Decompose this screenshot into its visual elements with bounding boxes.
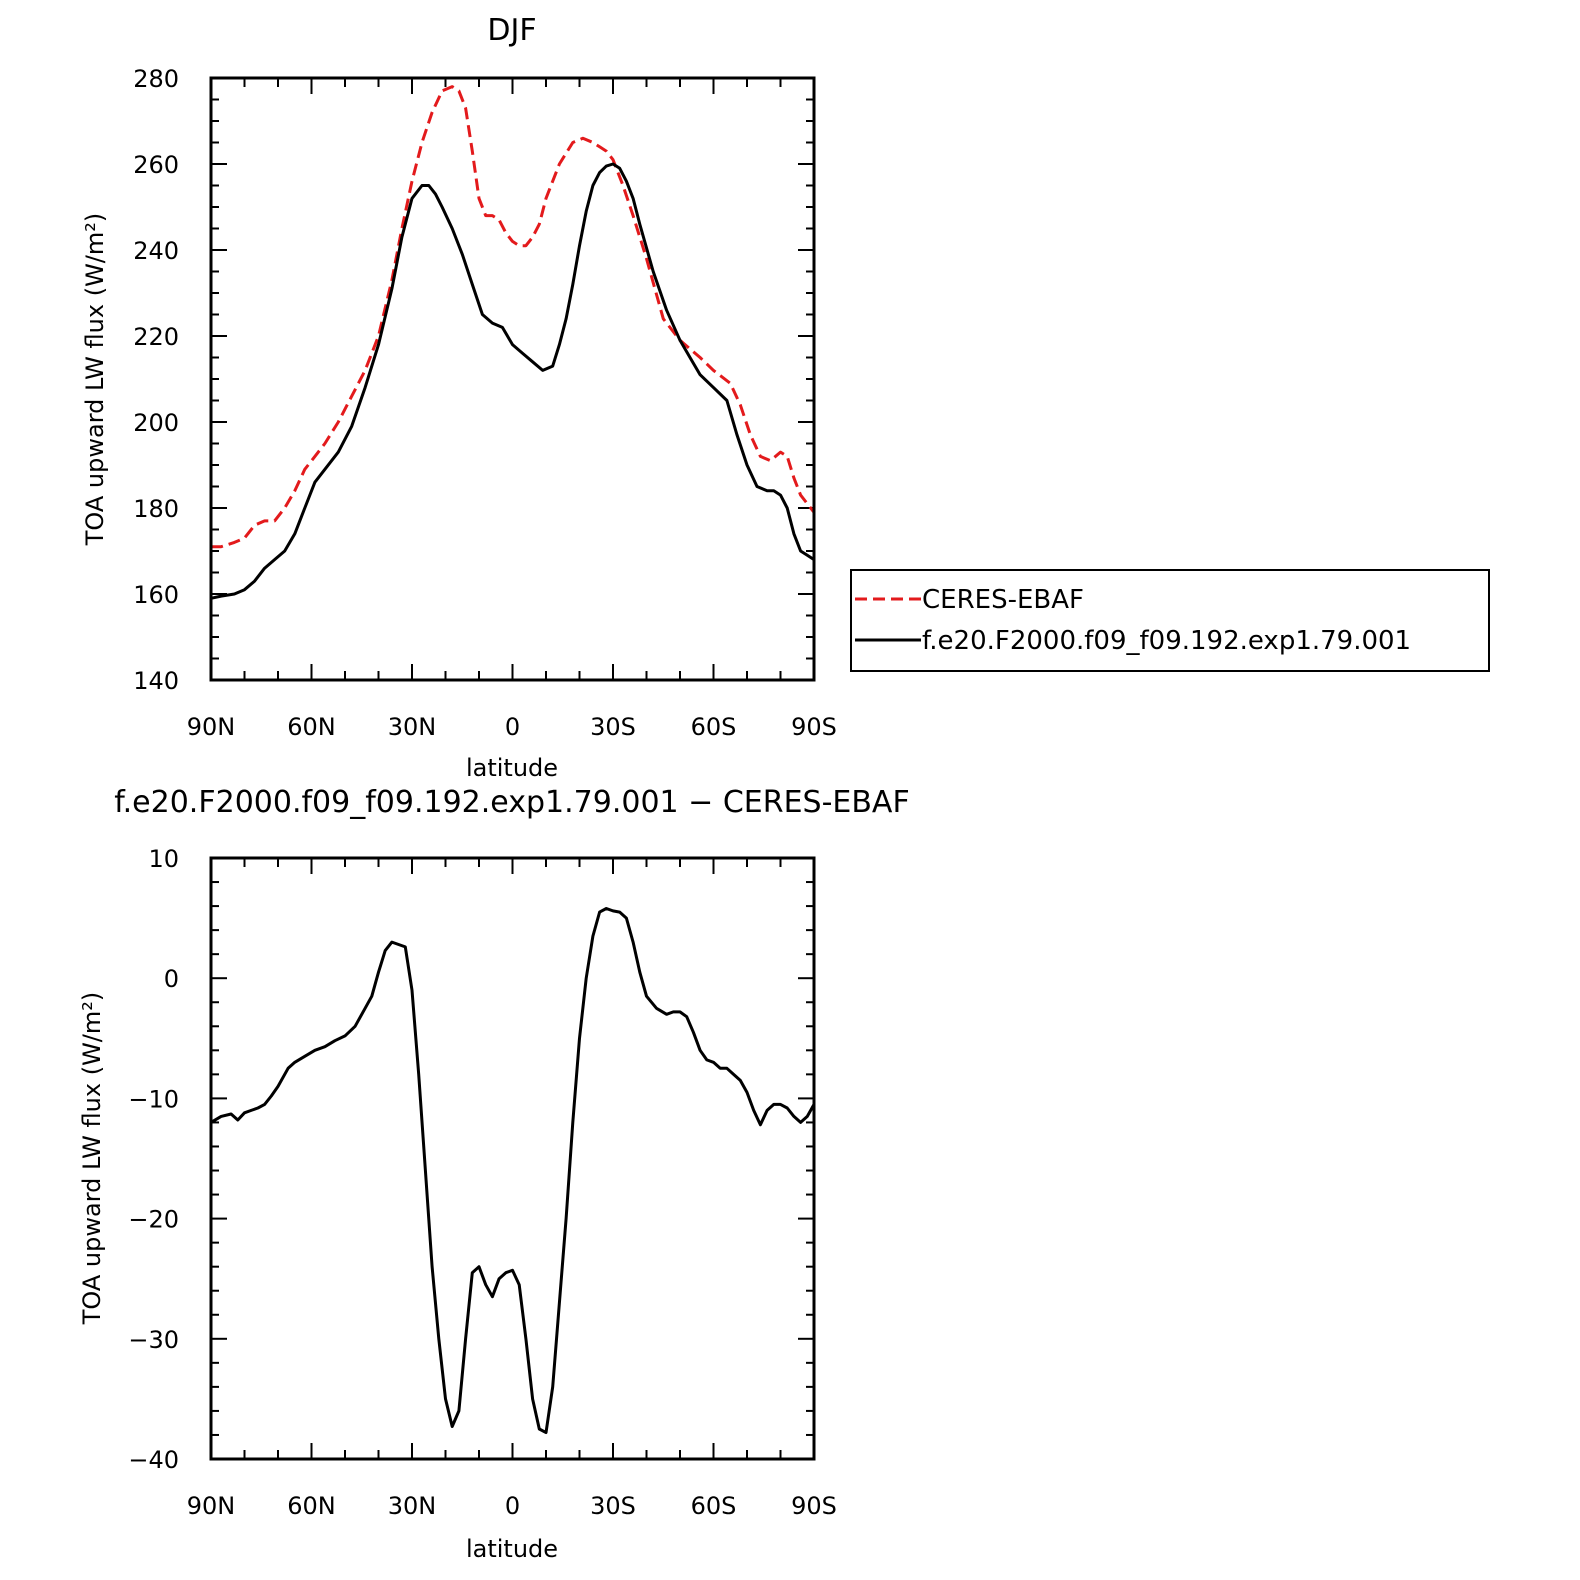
top-y-axis-label: TOA upward LW flux (W/m²) <box>81 213 109 547</box>
bottom-x-tick-label: 60N <box>287 1492 336 1520</box>
bottom-x-tick-label: 90S <box>791 1492 837 1520</box>
top-x-tick-label: 60N <box>287 713 336 741</box>
top-axis-ticks: 90N 60N 30N 0 30S 60S 90S 140 160 180 200 220 240 260… <box>133 65 837 741</box>
top-plot-frame <box>209 76 816 682</box>
top-x-tick-label: 30S <box>590 713 636 741</box>
top-y-tick-label: 200 <box>133 409 179 437</box>
top-series-line-0 <box>211 85 816 549</box>
top-chart-title: DJF <box>487 13 536 48</box>
legend-box <box>850 569 1490 672</box>
top-x-tick-label: 90S <box>791 713 837 741</box>
bottom-x-tick-label: 0 <box>505 1492 520 1520</box>
legend-label-model: f.e20.F2000.f09_f09.192.exp1.79.001 <box>922 626 1411 656</box>
bottom-axis-ticks: 90N 60N 30N 0 30S 60S 90S −40 −30 −20 −10 0 10 <box>128 845 837 1520</box>
bottom-y-tick-label: 0 <box>164 965 179 993</box>
bottom-y-tick-label: −20 <box>128 1206 179 1234</box>
top-y-tick-label: 240 <box>133 237 179 265</box>
top-series-line-1 <box>210 162 815 600</box>
top-y-tick-label: 260 <box>133 151 179 179</box>
top-x-tick-label: 0 <box>505 713 520 741</box>
bottom-chart-title: f.e20.F2000.f09_f09.192.exp1.79.001 − CE… <box>114 785 909 820</box>
bottom-y-axis-label: TOA upward LW flux (W/m²) <box>78 992 106 1326</box>
bottom-x-tick-label: 60S <box>691 1492 737 1520</box>
legend: CERES-EBAF f.e20.F2000.f09_f09.192.exp1.… <box>850 569 1490 672</box>
top-x-axis-label: latitude <box>466 754 558 782</box>
top-y-tick-label: 180 <box>133 495 179 523</box>
top-y-tick-label: 140 <box>133 667 179 695</box>
bottom-y-tick-label: −30 <box>128 1326 179 1354</box>
top-series-group <box>210 85 816 600</box>
bottom-y-tick-label: −10 <box>128 1085 179 1113</box>
bottom-x-tick-label: 30N <box>388 1492 437 1520</box>
top-y-tick-label: 160 <box>133 581 179 609</box>
legend-label-ceres: CERES-EBAF <box>922 585 1084 615</box>
bottom-panel: f.e20.F2000.f09_f09.192.exp1.79.001 − CE… <box>78 785 910 1563</box>
bottom-x-tick-label: 30S <box>590 1492 636 1520</box>
top-panel: DJF 90N 60N 30N 0 30S 60S 90S 140 160 180 200 220 24… <box>81 13 1490 782</box>
bottom-x-axis-label: latitude <box>466 1535 558 1563</box>
top-y-tick-label: 280 <box>133 65 179 93</box>
bottom-plot-frame <box>209 856 816 1461</box>
bottom-y-tick-label: −40 <box>128 1446 179 1474</box>
top-y-tick-label: 220 <box>133 323 179 351</box>
bottom-series-line-0 <box>210 907 816 1435</box>
bottom-y-tick-label: 10 <box>148 845 179 873</box>
top-x-tick-label: 90N <box>187 713 236 741</box>
top-x-tick-label: 60S <box>691 713 737 741</box>
bottom-series-group <box>210 907 816 1435</box>
top-x-tick-label: 30N <box>388 713 437 741</box>
bottom-x-tick-label: 90N <box>187 1492 236 1520</box>
